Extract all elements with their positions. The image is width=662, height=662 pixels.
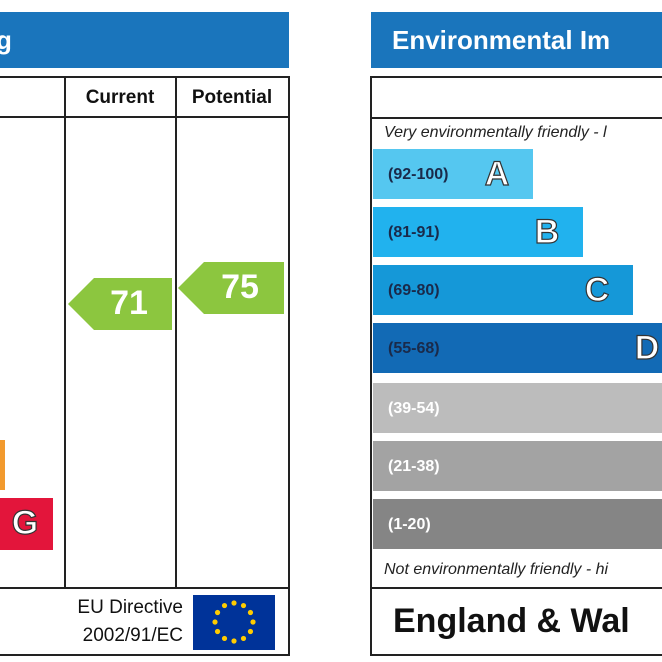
band-range: (69-80) bbox=[388, 282, 440, 299]
star bbox=[247, 609, 254, 616]
env-title: Environmental Im bbox=[392, 25, 610, 55]
band bbox=[373, 323, 662, 373]
band-f bbox=[0, 440, 5, 490]
star bbox=[247, 628, 254, 635]
band-range: (92-100) bbox=[388, 166, 448, 183]
star bbox=[240, 602, 247, 609]
env-header bbox=[371, 12, 662, 68]
bottom-note: Not environmentally friendly - hi bbox=[384, 561, 609, 578]
band-letter: D bbox=[635, 329, 660, 367]
band bbox=[373, 149, 533, 199]
column-header: Potential bbox=[192, 87, 272, 108]
eu-stars bbox=[212, 600, 256, 644]
band bbox=[373, 207, 583, 257]
band bbox=[373, 265, 633, 315]
band-range: (55-68) bbox=[388, 340, 440, 357]
band bbox=[373, 499, 662, 549]
band bbox=[0, 498, 53, 550]
band-letter: A bbox=[485, 155, 510, 193]
energy-header bbox=[0, 12, 289, 68]
footer-text: EU Directive bbox=[77, 597, 183, 618]
rating-arrow bbox=[68, 278, 172, 330]
band bbox=[373, 383, 662, 433]
band-range: (1-20) bbox=[388, 516, 431, 533]
footer-text: 2002/91/EC bbox=[83, 625, 183, 646]
band-range: (21-38) bbox=[388, 458, 440, 475]
rating-arrow bbox=[178, 262, 284, 314]
band-range: (39-54) bbox=[388, 400, 440, 417]
star bbox=[250, 619, 256, 625]
star bbox=[231, 600, 237, 606]
band-letter: G bbox=[12, 504, 38, 542]
band bbox=[373, 441, 662, 491]
column-header: Current bbox=[86, 87, 155, 108]
top-note: Very environmentally friendly - l bbox=[384, 124, 607, 141]
energy-title: g bbox=[0, 25, 12, 55]
band-letter: B bbox=[535, 213, 560, 251]
band-letter: C bbox=[585, 271, 610, 309]
band-range: (81-91) bbox=[388, 224, 440, 241]
env-frame bbox=[370, 76, 662, 656]
star bbox=[221, 602, 228, 609]
star bbox=[214, 628, 221, 635]
star bbox=[240, 635, 247, 642]
star bbox=[214, 609, 221, 616]
star bbox=[212, 619, 218, 625]
country: England & Wal bbox=[393, 602, 630, 640]
energy-frame bbox=[0, 76, 290, 656]
star bbox=[221, 635, 228, 642]
rating-value: 75 bbox=[221, 268, 259, 306]
rating-value: 71 bbox=[110, 284, 148, 322]
star bbox=[231, 638, 237, 644]
